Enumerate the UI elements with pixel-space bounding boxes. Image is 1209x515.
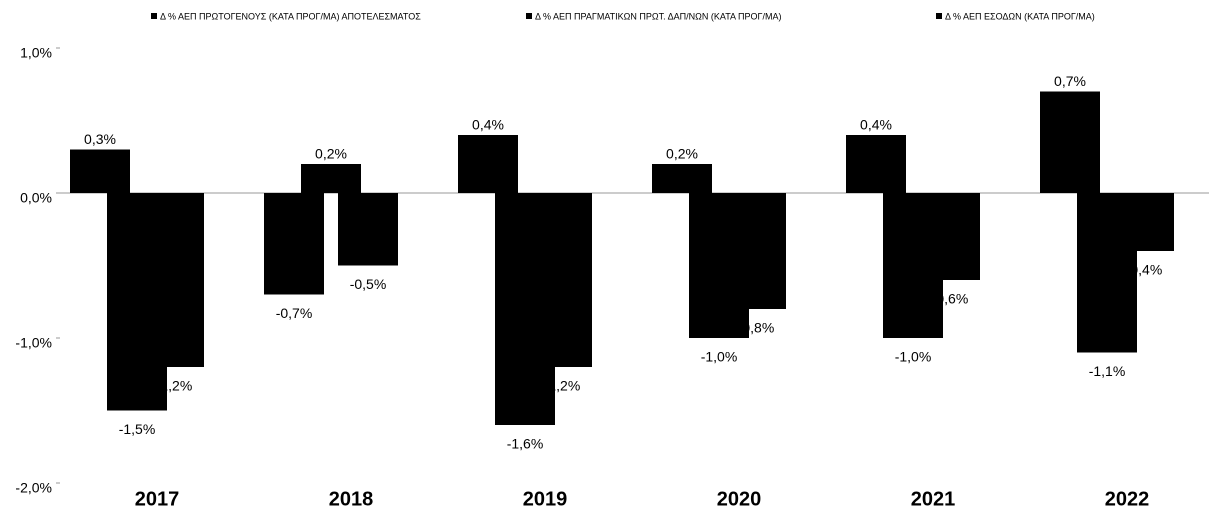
value-label: 0,4% [860, 117, 892, 133]
value-label: 0,4% [472, 117, 504, 133]
bar [264, 193, 324, 295]
y-tick-label: 1,0% [20, 45, 52, 61]
legend-swatch [936, 13, 942, 19]
bar [144, 193, 204, 367]
legend-label: Δ % ΑΕΠ ΕΣΟΔΩΝ (ΚΑΤΑ ΠΡΟΓ/ΜΑ) [945, 11, 1095, 21]
legend-label: Δ % ΑΕΠ ΠΡΑΓΜΑΤΙΚΩΝ ΠΡΩΤ. ΔΑΠ/ΝΩΝ (ΚΑΤΑ … [535, 11, 782, 21]
value-label: -0,5% [350, 276, 387, 292]
x-tick-label: 2020 [717, 488, 762, 510]
y-tick-label: -1,0% [15, 335, 52, 351]
value-label: 0,2% [666, 146, 698, 162]
bar [301, 164, 361, 193]
bar [458, 135, 518, 193]
x-tick-label: 2019 [523, 488, 568, 510]
bar [70, 149, 130, 193]
bar [532, 193, 592, 367]
y-tick-label: -2,0% [15, 480, 52, 496]
legend-swatch [526, 13, 532, 19]
value-label: -1,5% [119, 421, 156, 437]
value-label: 0,3% [84, 131, 116, 147]
bar [1040, 91, 1100, 193]
legend-swatch [151, 13, 157, 19]
x-tick-label: 2022 [1105, 488, 1150, 510]
y-tick-label: 0,0% [20, 190, 52, 206]
bar [846, 135, 906, 193]
value-label: -0,7% [276, 305, 313, 321]
legend-label: Δ % ΑΕΠ ΠΡΩΤΟΓΕΝΟΥΣ (ΚΑΤΑ ΠΡΟΓ/ΜΑ) ΑΠΟΤΕ… [160, 11, 421, 21]
value-label: -1,1% [1089, 363, 1126, 379]
bar [338, 193, 398, 266]
value-label: 0,7% [1054, 73, 1086, 89]
x-tick-label: 2021 [911, 488, 956, 510]
bar [726, 193, 786, 309]
bar [1114, 193, 1174, 251]
value-label: 0,2% [315, 146, 347, 162]
value-label: -1,0% [701, 349, 738, 365]
x-tick-label: 2017 [135, 488, 180, 510]
bar [920, 193, 980, 280]
bar [652, 164, 712, 193]
value-label: -1,6% [507, 436, 544, 452]
x-tick-label: 2018 [329, 488, 374, 510]
value-label: -1,0% [895, 349, 932, 365]
